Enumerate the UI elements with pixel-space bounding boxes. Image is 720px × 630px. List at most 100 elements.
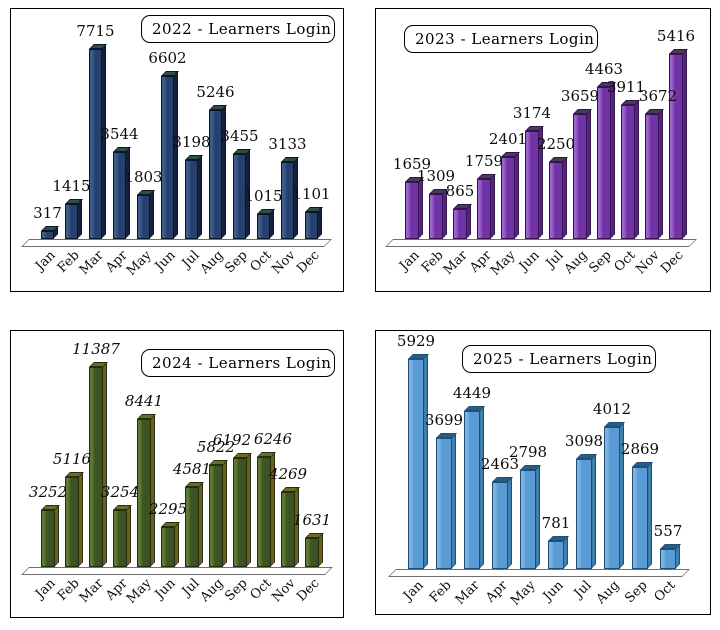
bar-may <box>520 470 536 569</box>
value-label-feb: 1309 <box>416 167 456 185</box>
chart-panel-2025: 2025 - Learners Login 5929 Jan 3699 Feb 4449… <box>375 330 711 615</box>
value-label-feb: 3699 <box>424 411 464 429</box>
bar-sep <box>233 458 247 567</box>
bar-aug <box>604 427 620 569</box>
floor-plane <box>388 569 690 577</box>
floor-plane <box>21 567 333 575</box>
bar-sep <box>597 87 611 239</box>
value-label-nov: 3672 <box>638 87 678 105</box>
value-label-nov: 4269 <box>268 465 308 483</box>
value-label-sep: 4463 <box>584 60 624 78</box>
value-label-feb: 5116 <box>52 450 92 468</box>
bar-mar <box>464 411 480 569</box>
bar-apr <box>477 179 491 239</box>
value-label-mar: 4449 <box>452 384 492 402</box>
value-label-jul: 3098 <box>564 432 604 450</box>
value-label-sep: 2869 <box>620 440 660 458</box>
bar-aug <box>209 465 223 567</box>
value-label-oct: 3911 <box>606 78 646 96</box>
bar-nov <box>645 114 659 239</box>
bar-jun <box>161 76 174 239</box>
bar-dec <box>669 54 683 239</box>
bar-aug <box>573 114 587 239</box>
value-label-may: 2401 <box>488 130 528 148</box>
value-label-jun: 3174 <box>512 104 552 122</box>
value-label-aug: 5246 <box>196 83 235 101</box>
bar-jul <box>576 459 592 569</box>
bar-feb <box>429 194 443 239</box>
chart-panel-2022: 2022 - Learners Login 317 Jan 1415 Feb 7715 M… <box>10 8 344 292</box>
bar-may <box>501 157 515 239</box>
value-label-may: 1803 <box>124 168 163 186</box>
bar-jul <box>185 487 199 567</box>
bar-feb <box>65 204 78 239</box>
bar-jan <box>41 510 55 567</box>
value-label-dec: 5416 <box>656 27 696 45</box>
bar-apr <box>113 152 126 239</box>
bar-jun <box>525 131 539 239</box>
bar-feb <box>436 438 452 569</box>
value-label-oct: 6246 <box>253 430 293 448</box>
bar-aug <box>209 110 222 239</box>
bar-nov <box>281 492 295 567</box>
chart-title-box-2022: 2022 - Learners Login <box>141 15 335 43</box>
value-label-may: 2798 <box>508 443 548 461</box>
value-label-jun: 6602 <box>148 49 187 67</box>
value-label-nov: 3133 <box>268 135 307 153</box>
chart-title-box-2024: 2024 - Learners Login <box>141 349 335 377</box>
plot-area-2024: 3252 Jan 5116 Feb 11387 Mar 3254 Apr 8441 May 2295… <box>11 331 343 617</box>
bar-jun <box>548 541 564 569</box>
value-label-mar: 11387 <box>72 340 120 358</box>
bar-apr <box>113 510 127 567</box>
bar-feb <box>65 477 79 567</box>
bar-oct <box>257 214 270 239</box>
bar-dec <box>305 212 318 239</box>
value-label-jul: 2250 <box>536 135 576 153</box>
bar-mar <box>89 367 103 567</box>
value-label-jan: 3252 <box>28 483 68 501</box>
value-label-mar: 865 <box>445 182 475 200</box>
chart-title-box-2025: 2025 - Learners Login <box>462 345 656 373</box>
value-label-oct: 1015 <box>244 187 283 205</box>
chart-panel-2024: 2024 - Learners Login 3252 Jan 5116 Feb 1138… <box>10 330 344 618</box>
chart-title-2023: 2023 - Learners Login <box>415 30 595 48</box>
value-label-aug: 4012 <box>592 400 632 418</box>
value-label-apr: 3544 <box>100 125 139 143</box>
value-label-apr: 2463 <box>480 455 520 473</box>
chart-title-2022: 2022 - Learners Login <box>152 20 332 38</box>
value-label-jun: 781 <box>541 514 571 532</box>
plot-area-2025: 5929 Jan 3699 Feb 4449 Mar 2463 Apr 2798 May 781 Ju… <box>376 331 710 614</box>
value-label-dec: 1631 <box>292 511 332 529</box>
value-label-may: 8441 <box>124 392 164 410</box>
chart-title-box-2023: 2023 - Learners Login <box>404 25 598 53</box>
value-label-aug: 5822 <box>196 438 236 456</box>
chart-title-2024: 2024 - Learners Login <box>152 354 332 372</box>
bar-apr <box>492 482 508 569</box>
bar-mar <box>89 49 102 239</box>
value-label-mar: 7715 <box>76 22 115 40</box>
plot-area-2023: 1659 Jan 1309 Feb 865 Mar 1759 Apr 2401 May 3174 Ju… <box>376 9 710 291</box>
bar-jan <box>41 231 54 239</box>
value-label-apr: 1759 <box>464 152 504 170</box>
value-label-aug: 3659 <box>560 87 600 105</box>
bar-dec <box>305 538 319 567</box>
bar-jul <box>185 160 198 239</box>
value-label-apr: 3254 <box>100 483 140 501</box>
bar-oct <box>660 549 676 569</box>
bar-oct <box>257 457 271 567</box>
bar-oct <box>621 105 635 239</box>
value-label-feb: 1415 <box>52 177 91 195</box>
chart-title-2025: 2025 - Learners Login <box>473 350 653 368</box>
value-label-sep: 6192 <box>212 431 252 449</box>
value-label-oct: 557 <box>653 522 683 540</box>
value-label-jul: 3198 <box>172 133 211 151</box>
chart-panel-2023: 2023 - Learners Login 1659 Jan 1309 Feb 865 M… <box>375 8 711 292</box>
bar-sep <box>233 154 246 239</box>
value-label-sep: 3455 <box>220 127 259 145</box>
value-label-jan: 1659 <box>392 155 432 173</box>
floor-plane <box>21 239 332 247</box>
bar-nov <box>281 162 294 239</box>
value-label-dec: 1101 <box>292 185 331 203</box>
bar-jul <box>549 162 563 239</box>
